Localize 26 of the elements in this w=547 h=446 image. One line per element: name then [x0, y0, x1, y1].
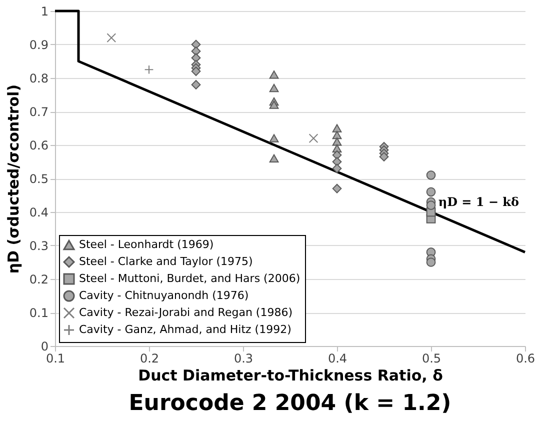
x-tick-label: 0.6	[516, 352, 536, 366]
y-tick-label: 0.4	[29, 206, 48, 220]
text: Eurocode 2 2004 (k = 1.2)	[128, 391, 452, 416]
legend-label: Steel - Leonhardt (1969)	[79, 238, 214, 251]
x-axis-title: Duct Diameter-to-Thickness Ratio, δ	[138, 366, 443, 384]
x-tick-label: 0.2	[140, 352, 160, 366]
x-tick-label: 0.4	[328, 352, 348, 366]
y-tick-label: 0	[40, 340, 48, 354]
y-tick-label: 0.8	[29, 72, 48, 86]
y-tick-label: 0.6	[29, 138, 48, 152]
legend-label: Cavity - Chitnuyanondh (1976)	[79, 289, 249, 302]
y-tick-label: 1	[40, 4, 48, 18]
legend-label: Steel - Clarke and Taylor (1975)	[79, 255, 253, 268]
y-axis-title: ηD (σducted/σcontrol)	[4, 84, 22, 274]
x-tick-label: 0.5	[422, 352, 442, 366]
y-tick-label: 0.1	[29, 306, 48, 320]
legend-label: Cavity - Rezai-Jorabi and Regan (1986)	[79, 306, 292, 319]
y-tick-label: 0.7	[29, 105, 48, 119]
legend-label: Cavity - Ganz, Ahmad, and Hitz (1992)	[79, 323, 292, 336]
y-tick-label: 0.5	[29, 172, 48, 186]
annotation: ηD = 1 − kδ	[438, 194, 519, 209]
y-tick-label: 0.2	[29, 272, 48, 286]
y-tick-label: 0.9	[29, 38, 48, 52]
legend-label: Steel - Muttoni, Burdet, and Hars (2006)	[79, 272, 300, 285]
y-tick-label: 0.3	[29, 239, 48, 253]
x-tick-label: 0.3	[234, 352, 254, 366]
